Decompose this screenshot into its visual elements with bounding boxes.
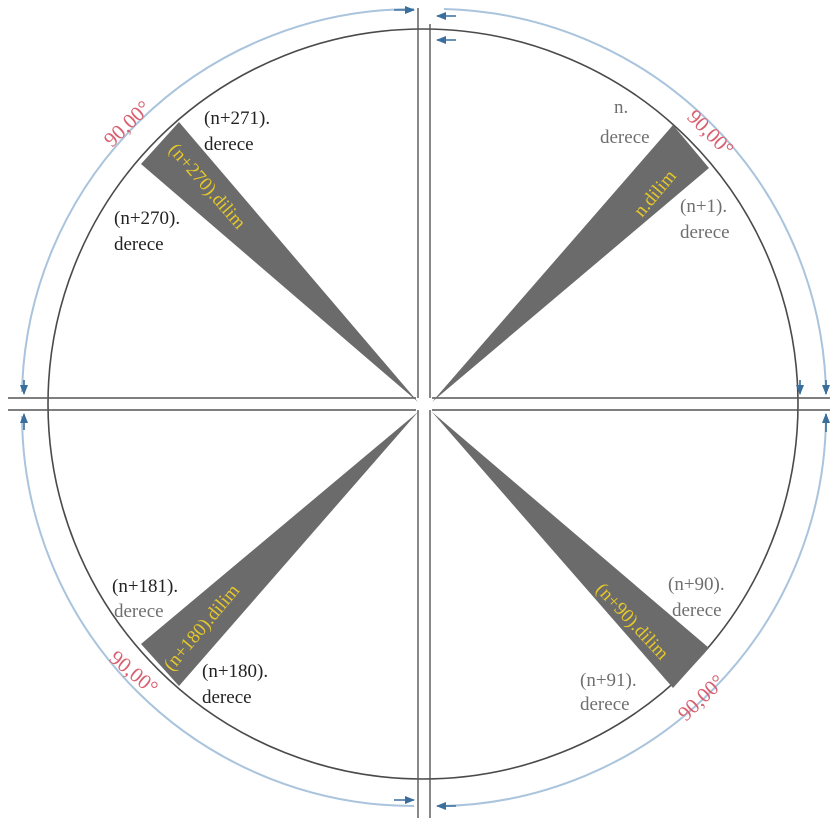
tl-angle-label: 90,00° [99, 96, 156, 152]
tr-deg-b-2: derece [680, 222, 730, 243]
slice-top-right [432, 125, 709, 402]
outer-arc-top-left [21, 8, 415, 393]
main-circle [47, 28, 799, 780]
br-deg-b-2: derece [580, 694, 630, 715]
tl-deg-a-2: derece [204, 134, 254, 155]
arrows [20, 6, 830, 810]
outer-arcs [21, 8, 827, 807]
outer-arc-bottom-right [443, 415, 827, 807]
bl-deg-a-1: (n+181). [112, 576, 178, 597]
slice-top-left [141, 122, 418, 402]
br-deg-a-1: (n+90). [668, 574, 725, 595]
outer-arc-top-right [443, 8, 827, 393]
tl-deg-b-2: derece [114, 234, 164, 255]
slice-bottom-right [432, 412, 709, 688]
br-deg-b-1: (n+91). [580, 670, 637, 691]
separators [8, 8, 830, 818]
bl-deg-b-2: derece [202, 687, 252, 708]
bl-deg-a-2: derece [114, 601, 164, 622]
tr-deg-a-1: n. [614, 97, 628, 118]
tr-deg-a-2: derece [600, 127, 650, 148]
br-deg-a-2: derece [672, 600, 722, 621]
tl-deg-b-1: (n+270). [114, 208, 180, 229]
tl-deg-a-1: (n+271). [204, 108, 270, 129]
bl-deg-b-1: (n+180). [202, 661, 268, 682]
outer-arc-bottom-left [21, 415, 415, 807]
slice-bottom-left [141, 412, 418, 686]
tr-deg-b-1: (n+1). [680, 196, 727, 217]
